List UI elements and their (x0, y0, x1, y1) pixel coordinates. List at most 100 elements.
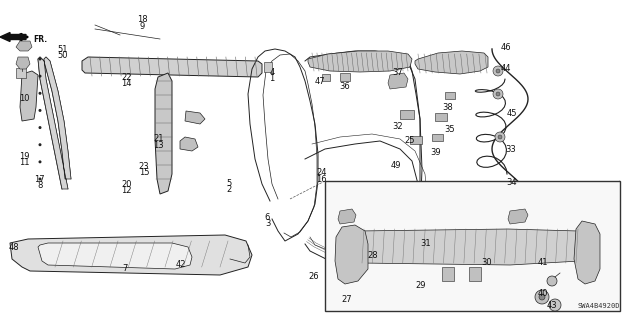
Circle shape (496, 92, 500, 96)
Text: 9: 9 (140, 22, 145, 31)
Bar (432, 134, 443, 141)
Text: 32: 32 (393, 122, 403, 131)
Text: 4: 4 (269, 68, 275, 77)
Text: 19: 19 (19, 152, 29, 161)
Text: 51: 51 (58, 45, 68, 54)
Bar (445, 92, 455, 99)
Circle shape (38, 160, 42, 163)
Bar (264, 62, 272, 72)
Text: 14: 14 (122, 79, 132, 88)
Text: 31: 31 (420, 239, 431, 248)
Bar (400, 110, 414, 119)
Text: 48: 48 (9, 243, 19, 252)
Polygon shape (10, 235, 252, 275)
Text: 50: 50 (58, 51, 68, 60)
Circle shape (535, 290, 549, 304)
Circle shape (498, 135, 502, 139)
Text: 23: 23 (139, 162, 149, 171)
Polygon shape (155, 73, 172, 194)
Polygon shape (338, 209, 356, 224)
Text: 36: 36 (339, 82, 349, 91)
Polygon shape (20, 71, 38, 121)
Text: 46: 46 (500, 43, 511, 52)
Text: 37: 37 (393, 68, 403, 77)
Polygon shape (82, 57, 262, 77)
Text: 49: 49 (390, 161, 401, 170)
Text: 43: 43 (547, 301, 557, 310)
Text: 12: 12 (122, 186, 132, 195)
Text: 29: 29 (416, 281, 426, 290)
Circle shape (38, 126, 42, 129)
Bar (410, 136, 422, 144)
Bar (16, 68, 26, 78)
Circle shape (496, 69, 500, 73)
FancyArrow shape (0, 33, 26, 41)
Text: 30: 30 (481, 258, 492, 267)
Text: 10: 10 (19, 94, 29, 103)
Text: 39: 39 (430, 148, 440, 157)
Text: 25: 25 (404, 136, 415, 145)
Circle shape (493, 89, 503, 99)
Text: 2: 2 (227, 185, 232, 194)
Circle shape (495, 132, 505, 142)
Text: 16: 16 (316, 175, 326, 184)
Polygon shape (38, 243, 192, 269)
Bar (435, 113, 447, 121)
Text: 26: 26 (308, 272, 319, 281)
Text: 17: 17 (35, 175, 45, 184)
Polygon shape (16, 57, 30, 69)
Circle shape (38, 92, 42, 95)
Circle shape (38, 177, 42, 181)
Text: 22: 22 (122, 73, 132, 82)
Bar (469, 267, 481, 281)
Text: 1: 1 (269, 74, 275, 83)
Text: 33: 33 (506, 145, 516, 154)
Text: 28: 28 (367, 251, 378, 260)
Circle shape (549, 299, 561, 311)
Circle shape (38, 109, 42, 112)
Circle shape (38, 75, 42, 78)
Circle shape (38, 143, 42, 146)
Text: 5: 5 (227, 179, 232, 188)
Polygon shape (185, 111, 205, 124)
Text: 13: 13 (154, 141, 164, 150)
Polygon shape (180, 137, 198, 151)
Text: 24: 24 (316, 168, 326, 177)
Circle shape (493, 66, 503, 76)
Text: 7: 7 (122, 264, 127, 273)
Bar (322, 74, 330, 81)
Polygon shape (308, 51, 412, 72)
Circle shape (38, 57, 42, 61)
Polygon shape (16, 41, 32, 51)
Text: 34: 34 (507, 178, 517, 187)
Polygon shape (574, 221, 600, 284)
Text: 11: 11 (19, 158, 29, 167)
Polygon shape (415, 51, 488, 74)
Text: 41: 41 (538, 258, 548, 267)
Polygon shape (388, 73, 408, 89)
Text: 40: 40 (538, 289, 548, 298)
Text: 47: 47 (315, 77, 325, 86)
Circle shape (547, 276, 557, 286)
Text: 3: 3 (265, 219, 270, 228)
Text: 45: 45 (507, 109, 517, 118)
Text: 8: 8 (37, 181, 42, 190)
Polygon shape (345, 229, 592, 265)
Circle shape (539, 294, 545, 300)
Text: 18: 18 (137, 15, 147, 24)
Text: 38: 38 (443, 103, 453, 112)
Text: FR.: FR. (33, 34, 47, 43)
Text: 27: 27 (342, 295, 352, 304)
Polygon shape (508, 209, 528, 224)
Text: 21: 21 (154, 134, 164, 143)
Text: 15: 15 (139, 168, 149, 177)
Text: 35: 35 (444, 125, 454, 134)
Text: 44: 44 (500, 64, 511, 73)
Polygon shape (38, 57, 71, 189)
Text: 20: 20 (122, 180, 132, 189)
Bar (442, 267, 454, 281)
Bar (325, 181, 620, 311)
Text: 42: 42 (175, 260, 186, 269)
Bar (340, 73, 350, 81)
Text: 6: 6 (265, 213, 270, 222)
